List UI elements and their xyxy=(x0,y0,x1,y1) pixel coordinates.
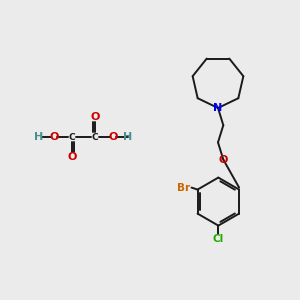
Text: O: O xyxy=(67,152,77,162)
Text: C: C xyxy=(92,133,98,142)
Text: O: O xyxy=(219,154,228,165)
Text: O: O xyxy=(49,132,59,142)
Text: N: N xyxy=(213,103,223,113)
Text: H: H xyxy=(34,132,43,142)
Text: Br: Br xyxy=(177,183,190,193)
Text: H: H xyxy=(123,132,133,142)
Text: O: O xyxy=(108,132,118,142)
Text: O: O xyxy=(90,112,100,122)
Text: Cl: Cl xyxy=(213,234,224,244)
Text: C: C xyxy=(69,133,75,142)
